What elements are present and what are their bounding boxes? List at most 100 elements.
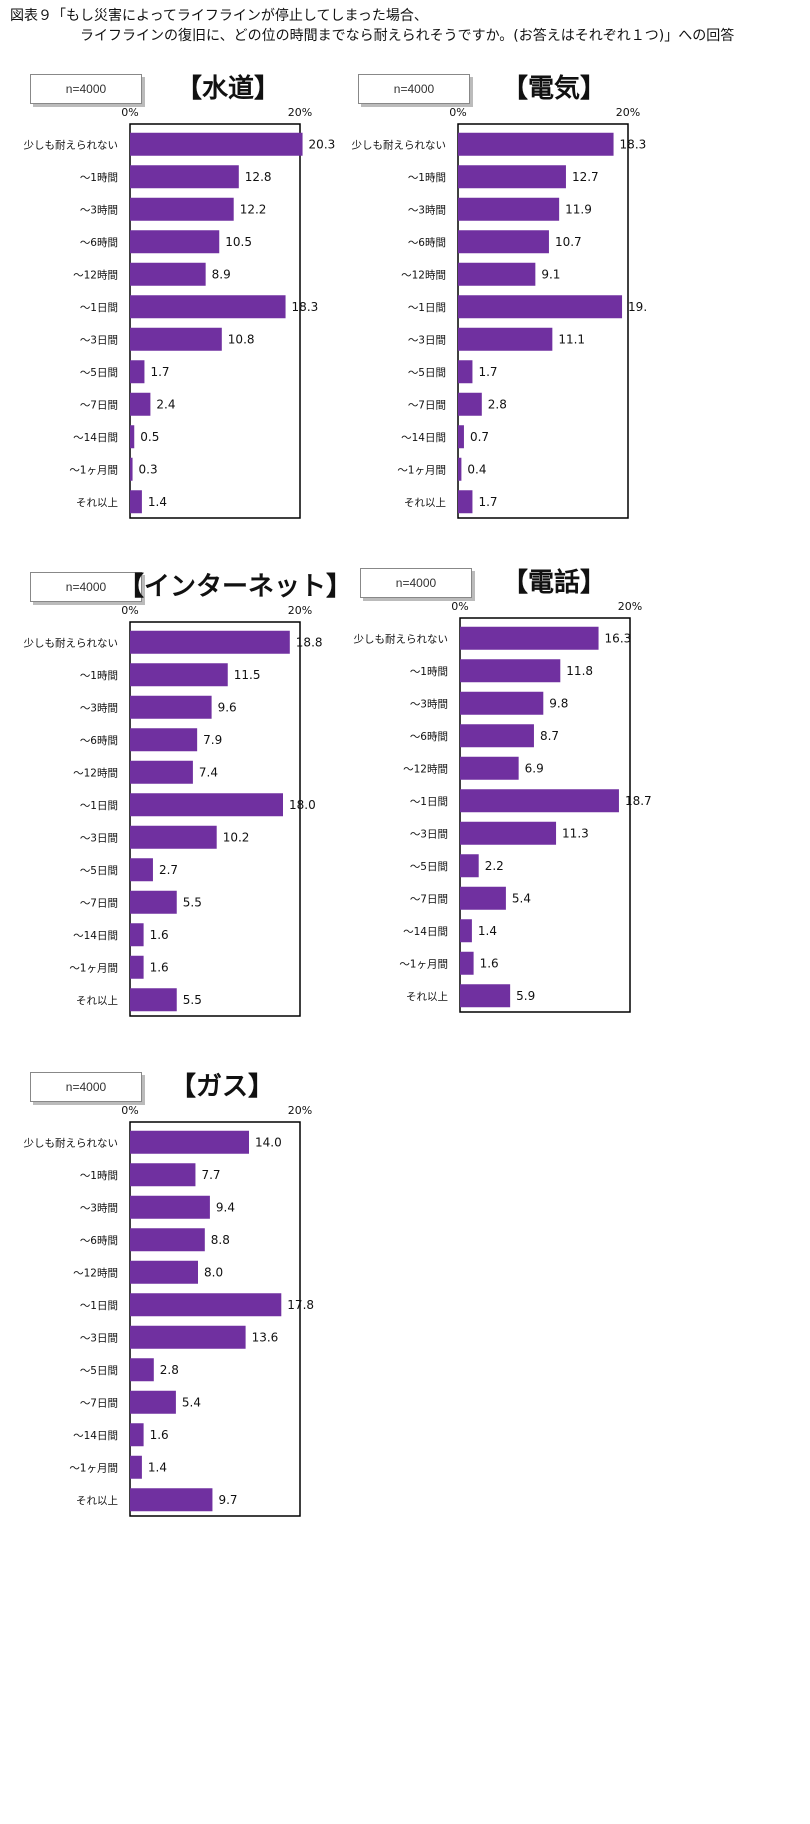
value-label: 18.8: [296, 635, 323, 649]
bar: [130, 1488, 213, 1512]
value-label: 12.8: [245, 170, 272, 184]
category-label: 少しも耐えられない: [352, 138, 447, 151]
value-label: 10.8: [228, 332, 255, 346]
bar: [458, 165, 566, 189]
category-label: ～3時間: [80, 702, 118, 714]
sample-size-box: n=4000: [30, 74, 142, 104]
category-label: ～3時間: [80, 204, 118, 216]
plot-frame: [129, 621, 301, 1017]
value-label: 13.6: [252, 1330, 279, 1344]
category-label: ～3時間: [410, 698, 448, 710]
bar: [130, 630, 290, 654]
bar: [458, 230, 549, 254]
x-tick-label: 20%: [618, 600, 642, 613]
bar: [458, 490, 473, 514]
bar: [130, 360, 145, 384]
category-label: 少しも耐えられない: [24, 636, 119, 649]
bar: [130, 392, 151, 416]
chart-title: 【ガス】: [170, 1072, 275, 1102]
value-label: 17.8: [287, 1298, 314, 1312]
bar: [458, 262, 536, 286]
value-label: 10.7: [555, 235, 582, 249]
bar: [130, 1163, 196, 1187]
bar: [458, 360, 473, 384]
value-label: 16.3: [605, 631, 632, 645]
category-label: ～3日間: [80, 1332, 118, 1344]
bar: [130, 1325, 246, 1349]
value-label: 7.4: [199, 765, 218, 779]
value-label: 9.4: [216, 1200, 235, 1214]
x-tick-label: 0%: [121, 604, 138, 617]
category-label: ～7日間: [80, 399, 118, 411]
category-label: ～7日間: [410, 893, 448, 905]
plot-area: 0% 20% 少しも耐えられない 20.3 ～1時間 12.8 ～3時間 12.2 ～6時間 10…: [24, 106, 335, 519]
category-label: ～6時間: [80, 735, 118, 747]
value-label: 1.7: [478, 365, 497, 379]
bar: [130, 230, 220, 254]
chart-panel-internet: n=4000 【インターネット】 0% 20% 少しも耐えられない 18.8 ～1時間 1…: [20, 572, 420, 1092]
value-label: 5.9: [516, 989, 535, 1003]
value-label: 1.7: [478, 495, 497, 509]
category-label: ～1時間: [408, 172, 446, 184]
value-label: 5.4: [182, 1395, 201, 1409]
value-label: 7.9: [203, 733, 222, 747]
bar: [460, 691, 544, 715]
category-label: ～1日間: [80, 302, 118, 314]
bar: [130, 923, 144, 947]
bar-chart: 0% 20% 少しも耐えられない 18.8 ～1時間 11.5 ～3時間 9.6 ～6時間 7.9…: [24, 604, 323, 1017]
value-label: 5.5: [183, 993, 202, 1007]
value-label: 8.9: [212, 267, 231, 281]
chart-panel-water: n=4000 【水道】 0% 20% 少しも耐えられない 20.3 ～1時間 12.8 ～3…: [20, 74, 420, 594]
bar: [460, 854, 479, 878]
bar: [130, 457, 133, 481]
value-label: 19.: [628, 300, 647, 314]
category-label: ～5日間: [80, 1365, 118, 1377]
value-label: 6.9: [525, 761, 544, 775]
x-tick-label: 20%: [288, 106, 312, 119]
category-label: ～5日間: [80, 865, 118, 877]
chart-panel-telephone: n=4000 【電話】 0% 20% 少しも耐えられない 16.3 ～1時間 11.8 ～3…: [350, 568, 750, 1088]
bar: [130, 793, 283, 817]
category-label: ～1日間: [80, 1300, 118, 1312]
category-label: ～14日間: [73, 930, 118, 942]
value-label: 1.7: [150, 365, 169, 379]
category-label: ～1ヶ月間: [69, 962, 118, 974]
bar: [130, 825, 217, 849]
value-label: 11.1: [558, 332, 585, 346]
chart-title: 【電話】: [502, 568, 607, 598]
bar: [458, 197, 560, 221]
chart-panel-electricity: n=4000 【電気】 0% 20% 少しも耐えられない 18.3 ～1時間 12.7 ～3…: [348, 74, 748, 594]
value-label: 0.3: [139, 462, 158, 476]
bar: [130, 1130, 249, 1154]
bar: [460, 886, 506, 910]
value-label: 2.8: [160, 1363, 179, 1377]
value-label: 1.6: [150, 928, 169, 942]
value-label: 2.7: [159, 863, 178, 877]
value-label: 18.3: [620, 137, 647, 151]
category-label: ～3日間: [410, 828, 448, 840]
bar: [458, 132, 614, 156]
category-label: ～6時間: [80, 1235, 118, 1247]
bar: [460, 724, 534, 748]
x-tick-label: 20%: [616, 106, 640, 119]
category-label: ～3日間: [408, 334, 446, 346]
value-label: 10.2: [223, 830, 250, 844]
value-label: 1.6: [150, 1428, 169, 1442]
value-label: 10.5: [225, 235, 252, 249]
bar: [130, 760, 193, 784]
bar: [130, 1293, 282, 1317]
bar-chart: 0% 20% 少しも耐えられない 14.0 ～1時間 7.7 ～3時間 9.4 ～6時間 8.8 ～…: [24, 1104, 314, 1517]
plot-area: 0% 20% 少しも耐えられない 14.0 ～1時間 7.7 ～3時間 9.4 ～6時間 8.8 ～…: [24, 1104, 314, 1517]
category-label: ～14日間: [73, 1430, 118, 1442]
value-label: 11.8: [566, 664, 593, 678]
category-label: ～14日間: [403, 926, 448, 938]
plot-frame: [459, 617, 631, 1013]
category-label: ～1日間: [408, 302, 446, 314]
category-label: ～5日間: [80, 367, 118, 379]
bar-chart: 0% 20% 少しも耐えられない 16.3 ～1時間 11.8 ～3時間 9.8 ～6時間 8.7…: [354, 600, 652, 1013]
value-label: 2.4: [156, 397, 175, 411]
x-tick-label: 20%: [288, 1104, 312, 1117]
x-tick-label: 0%: [449, 106, 466, 119]
chart-title: 【インターネット】: [118, 572, 353, 602]
category-label: ～3時間: [408, 204, 446, 216]
